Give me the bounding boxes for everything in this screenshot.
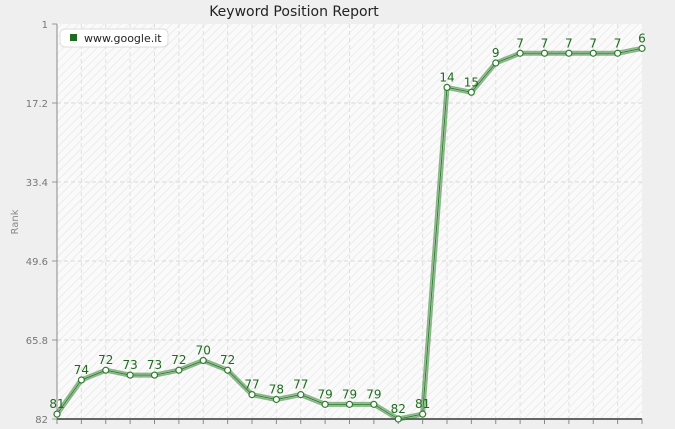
data-point bbox=[394, 415, 402, 423]
data-label: 15 bbox=[464, 75, 479, 89]
data-point bbox=[443, 83, 451, 91]
data-point bbox=[297, 391, 305, 399]
data-label: 6 bbox=[638, 31, 646, 45]
data-point bbox=[540, 49, 549, 57]
chart-title: Keyword Position Report bbox=[209, 4, 379, 20]
y-tick-label: 17.2 bbox=[26, 99, 48, 110]
x-axis bbox=[56, 418, 643, 424]
y-tick-label: 65.8 bbox=[26, 336, 48, 347]
data-label: 72 bbox=[98, 353, 113, 367]
data-label: 7 bbox=[516, 36, 524, 50]
data-label: 82 bbox=[391, 402, 406, 416]
data-label: 79 bbox=[342, 387, 357, 401]
data-label: 72 bbox=[171, 353, 186, 367]
data-label: 7 bbox=[541, 36, 549, 50]
data-point bbox=[248, 391, 256, 399]
y-tick-label: 49.6 bbox=[26, 257, 48, 268]
data-point bbox=[492, 59, 500, 67]
grid-lines bbox=[57, 24, 642, 419]
data-label: 74 bbox=[74, 363, 89, 377]
data-point bbox=[272, 395, 280, 404]
data-point bbox=[589, 49, 597, 57]
data-point bbox=[614, 49, 622, 57]
data-label: 79 bbox=[317, 387, 332, 401]
y-tick-label: 33.4 bbox=[26, 178, 48, 189]
legend: www.google.it bbox=[59, 28, 169, 48]
data-point bbox=[77, 376, 85, 384]
data-label: 81 bbox=[49, 397, 64, 411]
series-google bbox=[53, 44, 646, 423]
data-label: 81 bbox=[415, 397, 430, 411]
data-point bbox=[150, 371, 159, 379]
data-label: 7 bbox=[589, 36, 597, 50]
data-label: 78 bbox=[269, 382, 284, 396]
data-point bbox=[321, 400, 329, 408]
legend-swatch bbox=[70, 34, 77, 41]
data-label: 14 bbox=[439, 70, 454, 84]
data-point bbox=[345, 400, 354, 408]
data-label: 9 bbox=[492, 46, 500, 60]
data-point bbox=[175, 366, 183, 374]
data-label: 7 bbox=[614, 36, 622, 50]
data-point bbox=[516, 49, 524, 57]
data-point bbox=[638, 44, 646, 52]
y-tick-label: 82 bbox=[35, 415, 48, 426]
data-label: 70 bbox=[196, 343, 211, 357]
legend-label: www.google.it bbox=[84, 32, 162, 45]
legend-box bbox=[59, 28, 169, 48]
data-label: 73 bbox=[147, 358, 162, 372]
data-point bbox=[370, 400, 378, 408]
data-label: 77 bbox=[293, 378, 308, 392]
data-label: 72 bbox=[220, 353, 235, 367]
data-point bbox=[467, 88, 475, 96]
data-label: 73 bbox=[122, 358, 137, 372]
data-point bbox=[102, 366, 110, 374]
data-point bbox=[199, 356, 207, 365]
data-label: 7 bbox=[565, 36, 573, 50]
data-label: 77 bbox=[244, 378, 259, 392]
data-point bbox=[53, 410, 61, 418]
data-point bbox=[565, 49, 573, 57]
data-point bbox=[419, 410, 427, 418]
data-label: 79 bbox=[366, 387, 381, 401]
data-point bbox=[126, 371, 134, 379]
y-axis-ticks: 1 17.2 33.4 49.6 65.8 82 bbox=[26, 20, 58, 426]
data-point bbox=[224, 366, 232, 374]
y-axis-label: Rank bbox=[10, 209, 21, 234]
y-tick-label: 1 bbox=[42, 20, 48, 31]
